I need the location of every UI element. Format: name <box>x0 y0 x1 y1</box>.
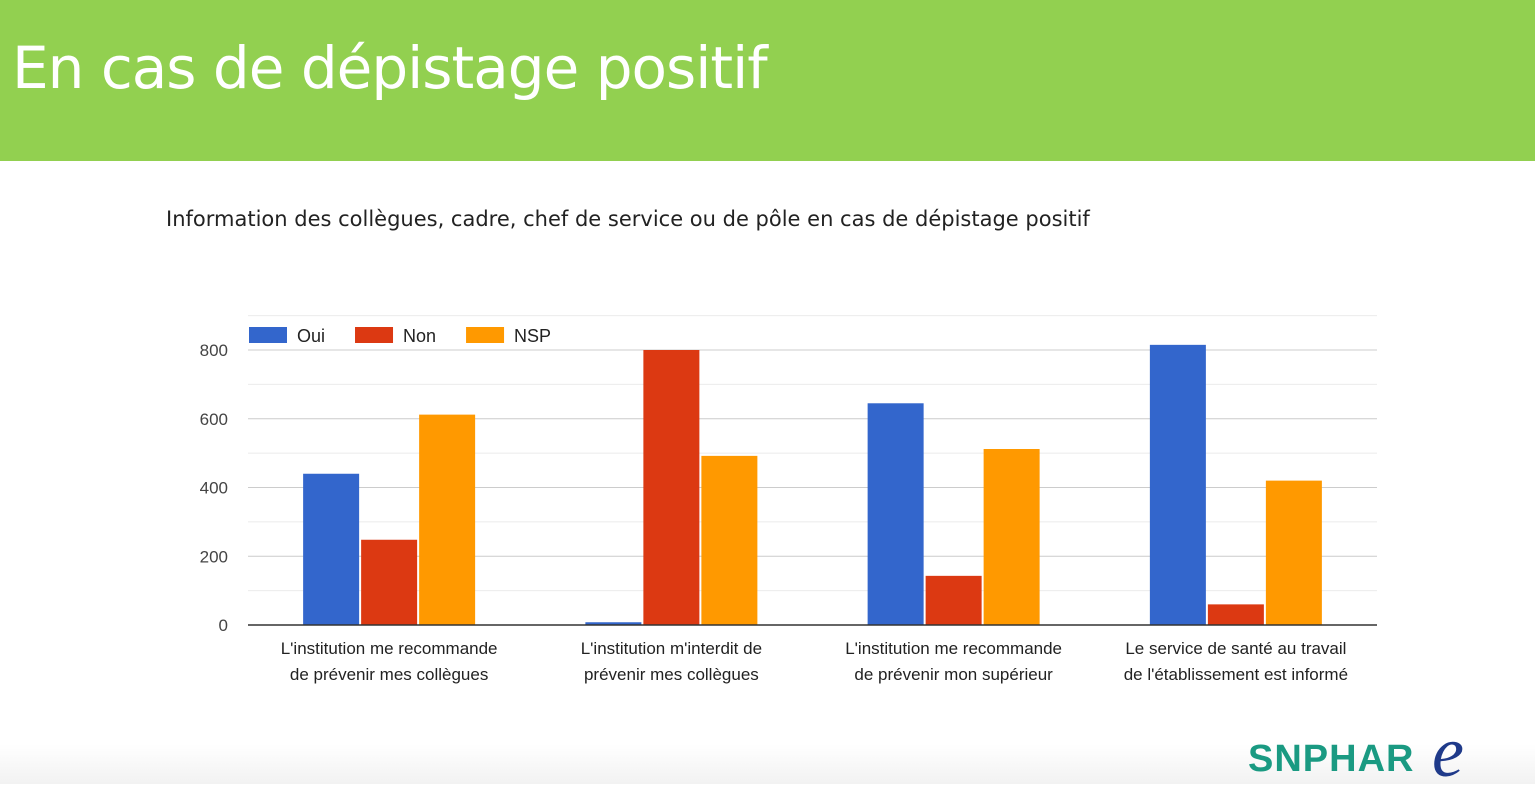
x-category-label: prévenir mes collègues <box>584 665 759 684</box>
y-tick-label: 800 <box>200 341 228 360</box>
x-category-label: L'institution me recommande <box>281 639 498 658</box>
bar-nsp <box>419 414 476 625</box>
legend-label: NSP <box>514 326 551 346</box>
bar-nsp <box>701 455 758 625</box>
x-category-label: Le service de santé au travail <box>1125 639 1346 658</box>
x-category-label: L'institution me recommande <box>845 639 1062 658</box>
bar-non <box>361 539 418 625</box>
slide-title: En cas de dépistage positif <box>12 34 768 102</box>
bar-oui <box>1149 344 1206 625</box>
legend-label: Oui <box>297 326 325 346</box>
bar-non <box>643 350 700 625</box>
x-category-label: de l'établissement est informé <box>1124 665 1348 684</box>
chart-title: Information des collègues, cadre, chef d… <box>166 207 1090 231</box>
logo-text: SNPHAR <box>1248 738 1415 780</box>
legend-swatch <box>466 327 505 343</box>
y-tick-label: 400 <box>200 479 228 498</box>
bar-oui <box>303 473 360 625</box>
bar-non <box>1207 604 1264 625</box>
x-category-label: de prévenir mon supérieur <box>854 665 1053 684</box>
footer-shade <box>0 744 1535 784</box>
y-tick-label: 600 <box>200 410 228 429</box>
logo-e-mark: e <box>1432 712 1464 792</box>
bar-nsp <box>983 449 1040 625</box>
bar-oui <box>867 403 924 625</box>
bar-nsp <box>1265 480 1322 625</box>
x-category-label: de prévenir mes collègues <box>290 665 488 684</box>
snphar-logo: SNPHAR e <box>1248 716 1508 788</box>
title-banner: En cas de dépistage positif <box>0 0 1535 161</box>
bar-non <box>925 575 982 625</box>
bar-oui <box>585 622 642 625</box>
legend-swatch <box>249 327 287 343</box>
y-tick-label: 200 <box>200 547 228 566</box>
legend-swatch <box>355 327 394 343</box>
legend-label: Non <box>403 326 436 346</box>
x-category-label: L'institution m'interdit de <box>581 639 762 658</box>
y-tick-label: 0 <box>219 616 228 635</box>
